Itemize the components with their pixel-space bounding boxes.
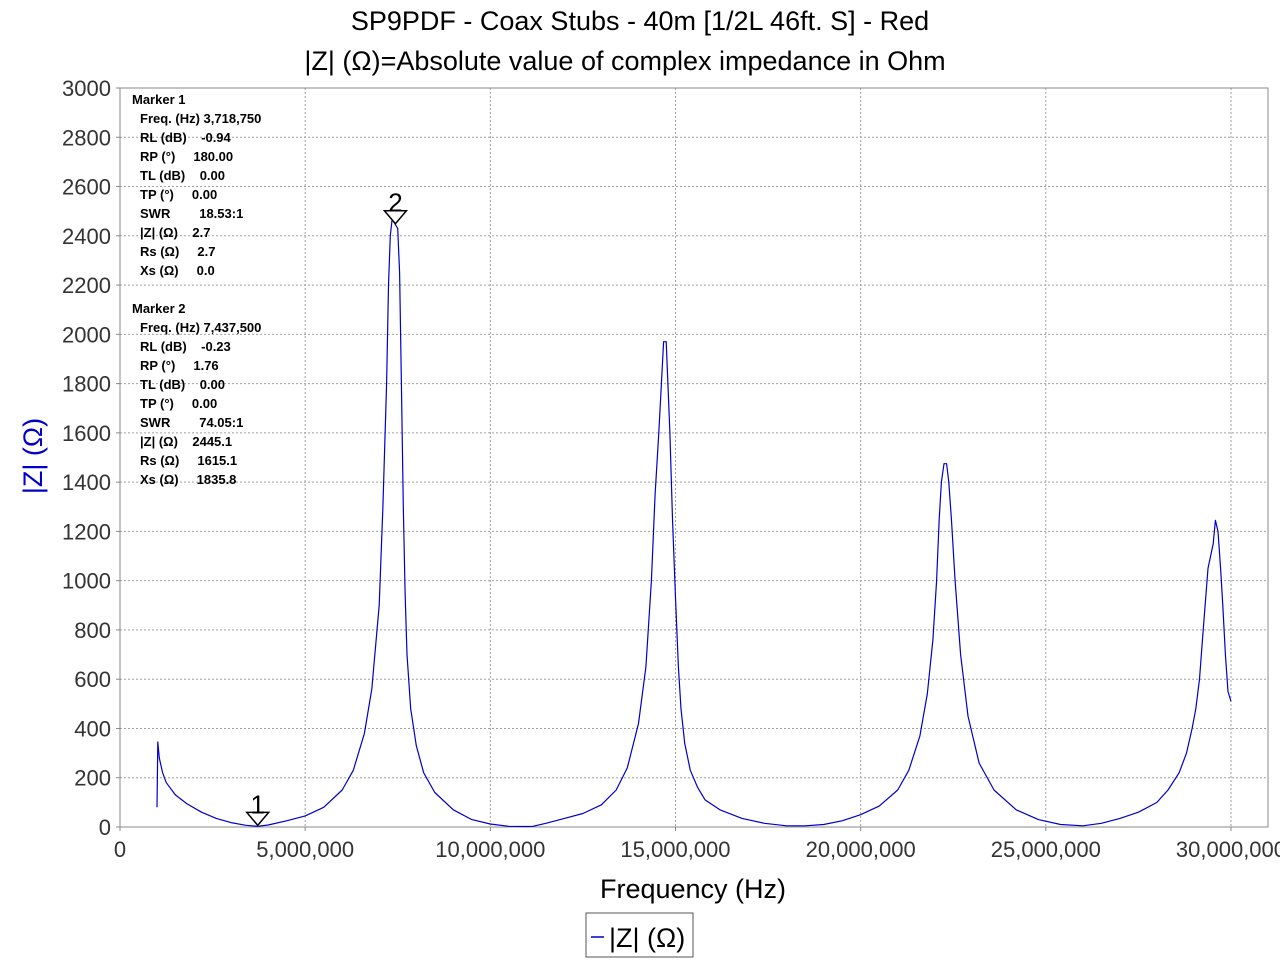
y-tick-label: 3000: [62, 76, 111, 101]
y-tick-label: 2600: [62, 175, 111, 200]
marker-2-row: SWR 74.05:1: [140, 415, 243, 430]
x-tick-label: 25,000,000: [991, 837, 1101, 862]
marker-1-heading: Marker 1: [132, 92, 185, 107]
marker-1-row: Rs (Ω) 2.7: [140, 244, 215, 259]
marker-2-heading: Marker 2: [132, 301, 185, 316]
marker-1-row: RP (°) 180.00: [140, 149, 233, 164]
marker-1-row: |Z| (Ω) 2.7: [140, 225, 210, 240]
y-tick-label: 200: [74, 766, 111, 791]
x-tick-label: 10,000,000: [435, 837, 545, 862]
marker-1-row: TP (°) 0.00: [140, 187, 217, 202]
grid: [120, 88, 1268, 827]
marker-info-panel: Marker 1 Freq. (Hz) 3,718,750 RL (dB) -0.9…: [132, 92, 261, 487]
y-tick-label: 600: [74, 667, 111, 692]
y-tick-label: 800: [74, 618, 111, 643]
marker-2-row: |Z| (Ω) 2445.1: [140, 434, 232, 449]
y-tick-label: 0: [99, 815, 111, 840]
markers-layer: 12: [245, 188, 409, 827]
marker-2-label: 2: [388, 188, 402, 218]
marker-1-label: 1: [250, 789, 264, 819]
series-layer: [156, 218, 1232, 828]
legend-label: |Z| (Ω): [609, 923, 685, 953]
y-tick-label: 2200: [62, 273, 111, 298]
y-axis-title: |Z| (Ω): [18, 418, 48, 494]
y-tick-label: 1200: [62, 519, 111, 544]
marker-1-row: Xs (Ω) 0.0: [140, 263, 215, 278]
x-tick-label: 30,000,000: [1176, 837, 1280, 862]
y-tick-label: 400: [74, 716, 111, 741]
y-tick-label: 1800: [62, 372, 111, 397]
marker-2-triangle: [382, 209, 409, 225]
y-tick-label: 1400: [62, 470, 111, 495]
chart-title: SP9PDF - Coax Stubs - 40m [1/2L 46ft. S]…: [351, 6, 929, 36]
y-tick-label: 1600: [62, 421, 111, 446]
legend-box: [585, 912, 694, 958]
x-tick-label: 0: [114, 837, 126, 862]
y-tick-label: 1000: [62, 569, 111, 594]
y-tick-label: 2800: [62, 125, 111, 150]
x-tick-label: 15,000,000: [620, 837, 730, 862]
x-tick-label: 5,000,000: [256, 837, 354, 862]
marker-1-row: Freq. (Hz) 3,718,750: [140, 111, 261, 126]
marker-1-row: TL (dB) 0.00: [140, 168, 225, 183]
marker-1-row: SWR 18.53:1: [140, 206, 243, 221]
x-axis-title: Frequency (Hz): [600, 874, 786, 904]
legend: |Z| (Ω): [585, 912, 694, 958]
marker-1-triangle: [245, 811, 271, 827]
marker-1-row: RL (dB) -0.94: [140, 130, 232, 145]
marker-2-row: Freq. (Hz) 7,437,500: [140, 320, 261, 335]
marker-2-row: Rs (Ω) 1615.1: [140, 453, 237, 468]
plot-area-frame: [119, 87, 1269, 828]
x-tick-label: 20,000,000: [806, 837, 916, 862]
y-tick-label: 2000: [62, 322, 111, 347]
y-tick-label: 2400: [62, 224, 111, 249]
y-axis-ticks: 0 200 400 600 800 1000 1200 1400 1600 1800 2000 220…: [62, 76, 120, 840]
marker-2-row: Xs (Ω) 1835.8: [140, 472, 236, 487]
marker-2-row: TP (°) 0.00: [140, 396, 217, 411]
marker-2-row: RL (dB) -0.23: [140, 339, 231, 354]
x-axis-ticks: 0 5,000,000 10,000,000 15,000,000 20,000,000…: [114, 827, 1280, 862]
marker-2-row: TL (dB) 0.00: [140, 377, 225, 392]
chart-subtitle: |Z| (Ω)=Absolute value of complex impeda…: [304, 46, 945, 76]
series-line-impedance: [156, 218, 1232, 828]
marker-2-row: RP (°) 1.76: [140, 358, 219, 373]
